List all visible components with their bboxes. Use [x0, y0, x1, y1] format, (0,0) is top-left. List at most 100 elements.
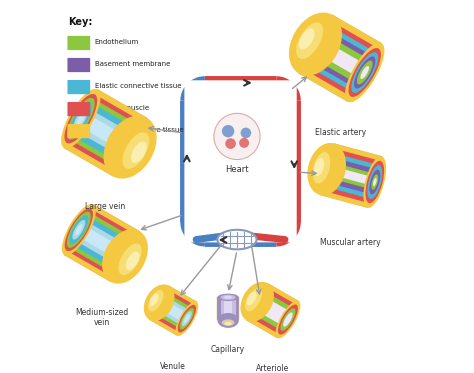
Ellipse shape: [219, 317, 237, 326]
FancyBboxPatch shape: [67, 80, 90, 94]
Ellipse shape: [224, 296, 232, 299]
Polygon shape: [323, 157, 378, 194]
Polygon shape: [69, 98, 142, 167]
Ellipse shape: [76, 112, 85, 125]
Polygon shape: [221, 297, 236, 320]
Ellipse shape: [218, 294, 239, 301]
Ellipse shape: [293, 16, 331, 68]
Ellipse shape: [218, 313, 239, 328]
Polygon shape: [67, 94, 144, 172]
FancyBboxPatch shape: [67, 36, 90, 50]
Ellipse shape: [296, 22, 323, 59]
Ellipse shape: [102, 229, 148, 284]
Polygon shape: [249, 287, 296, 334]
Ellipse shape: [364, 156, 386, 208]
Text: Key:: Key:: [68, 18, 92, 27]
Ellipse shape: [299, 28, 315, 50]
FancyBboxPatch shape: [67, 124, 90, 138]
Polygon shape: [304, 24, 376, 93]
Text: Elastic artery: Elastic artery: [315, 128, 365, 137]
Ellipse shape: [182, 311, 192, 326]
Ellipse shape: [372, 174, 378, 190]
Text: Heart: Heart: [225, 165, 249, 174]
Polygon shape: [156, 298, 190, 323]
Text: Basement membrane: Basement membrane: [95, 61, 170, 67]
Ellipse shape: [146, 287, 168, 317]
Ellipse shape: [240, 128, 251, 138]
Ellipse shape: [245, 288, 262, 311]
Ellipse shape: [184, 314, 190, 323]
Polygon shape: [306, 28, 374, 88]
Polygon shape: [326, 165, 376, 186]
Ellipse shape: [150, 294, 159, 306]
Ellipse shape: [348, 48, 381, 97]
Polygon shape: [224, 297, 232, 320]
Polygon shape: [251, 291, 294, 330]
Ellipse shape: [148, 290, 164, 311]
Ellipse shape: [67, 98, 95, 140]
Ellipse shape: [275, 301, 301, 338]
Ellipse shape: [373, 178, 377, 186]
Polygon shape: [325, 162, 377, 190]
Polygon shape: [246, 283, 299, 338]
Polygon shape: [253, 295, 292, 326]
Text: Large vein: Large vein: [85, 202, 126, 211]
Polygon shape: [76, 224, 128, 262]
Ellipse shape: [246, 292, 256, 305]
Text: Arteriole: Arteriole: [256, 364, 289, 373]
Ellipse shape: [218, 230, 256, 249]
Polygon shape: [67, 209, 137, 278]
Ellipse shape: [175, 301, 198, 336]
Ellipse shape: [351, 52, 378, 93]
Text: Muscular artery: Muscular artery: [320, 238, 381, 247]
Ellipse shape: [114, 123, 152, 175]
Ellipse shape: [225, 138, 236, 149]
Ellipse shape: [308, 143, 346, 195]
Ellipse shape: [221, 295, 236, 300]
Polygon shape: [321, 148, 381, 203]
Ellipse shape: [313, 152, 330, 184]
Text: Endothelium: Endothelium: [95, 39, 139, 45]
Polygon shape: [309, 32, 372, 84]
Polygon shape: [322, 153, 379, 199]
Polygon shape: [299, 15, 382, 102]
Ellipse shape: [123, 132, 149, 169]
Ellipse shape: [70, 102, 92, 135]
Text: Medium-sized
vein: Medium-sized vein: [75, 308, 128, 327]
Ellipse shape: [369, 170, 380, 194]
Ellipse shape: [75, 224, 82, 235]
Ellipse shape: [360, 66, 369, 79]
Ellipse shape: [103, 116, 156, 179]
Ellipse shape: [131, 141, 146, 163]
Ellipse shape: [73, 220, 85, 239]
Ellipse shape: [224, 322, 232, 326]
Polygon shape: [149, 286, 197, 336]
Ellipse shape: [240, 282, 274, 322]
Ellipse shape: [283, 312, 292, 327]
Ellipse shape: [67, 212, 91, 248]
Ellipse shape: [144, 284, 174, 321]
Text: Smooth muscle: Smooth muscle: [95, 106, 149, 112]
Polygon shape: [153, 292, 193, 329]
Ellipse shape: [345, 43, 384, 102]
Ellipse shape: [289, 13, 342, 76]
Ellipse shape: [64, 94, 97, 144]
Ellipse shape: [180, 308, 194, 329]
Polygon shape: [64, 90, 147, 176]
Polygon shape: [73, 220, 130, 266]
Ellipse shape: [73, 107, 88, 130]
Text: Elastic connective tissue: Elastic connective tissue: [95, 83, 182, 90]
Ellipse shape: [312, 146, 337, 191]
Ellipse shape: [64, 209, 93, 251]
FancyBboxPatch shape: [184, 80, 297, 242]
Polygon shape: [69, 212, 135, 274]
Text: Fibrous connective tissue: Fibrous connective tissue: [95, 128, 183, 134]
FancyBboxPatch shape: [67, 102, 90, 116]
Ellipse shape: [243, 284, 267, 317]
Polygon shape: [72, 102, 139, 163]
Ellipse shape: [222, 319, 235, 326]
Polygon shape: [301, 20, 379, 97]
Ellipse shape: [111, 236, 144, 280]
Ellipse shape: [281, 308, 295, 331]
Ellipse shape: [61, 89, 100, 148]
